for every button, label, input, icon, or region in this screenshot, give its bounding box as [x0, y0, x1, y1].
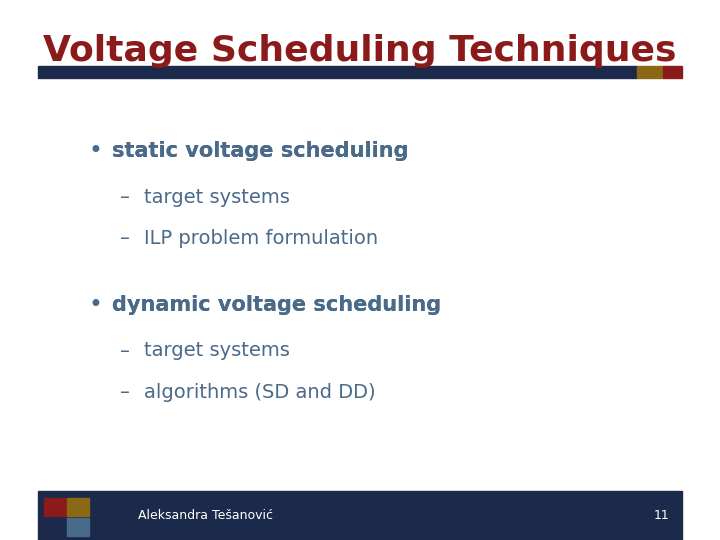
Text: static voltage scheduling: static voltage scheduling — [112, 141, 408, 161]
Bar — [44, 498, 66, 516]
Text: target systems: target systems — [144, 341, 290, 361]
Text: Aleksandra Tešanović: Aleksandra Tešanović — [138, 509, 273, 522]
Bar — [68, 498, 89, 516]
Text: –: – — [120, 229, 130, 248]
Text: dynamic voltage scheduling: dynamic voltage scheduling — [112, 295, 441, 315]
Bar — [637, 66, 663, 78]
Bar — [37, 66, 637, 78]
Text: algorithms (SD and DD): algorithms (SD and DD) — [144, 383, 376, 402]
Bar — [44, 518, 66, 536]
Text: static voltage scheduling: static voltage scheduling — [112, 141, 408, 161]
Bar — [37, 491, 683, 540]
Text: ILP problem formulation: ILP problem formulation — [144, 229, 378, 248]
Text: •: • — [89, 139, 103, 163]
Text: 11: 11 — [654, 509, 670, 522]
Text: –: – — [120, 341, 130, 361]
Text: •: • — [89, 293, 103, 317]
Bar — [68, 518, 89, 536]
Text: –: – — [120, 383, 130, 402]
Text: target systems: target systems — [144, 187, 290, 207]
Text: –: – — [120, 187, 130, 207]
Text: Voltage Scheduling Techniques: Voltage Scheduling Techniques — [43, 35, 677, 68]
Text: dynamic voltage scheduling: dynamic voltage scheduling — [112, 295, 441, 315]
Bar — [663, 66, 683, 78]
